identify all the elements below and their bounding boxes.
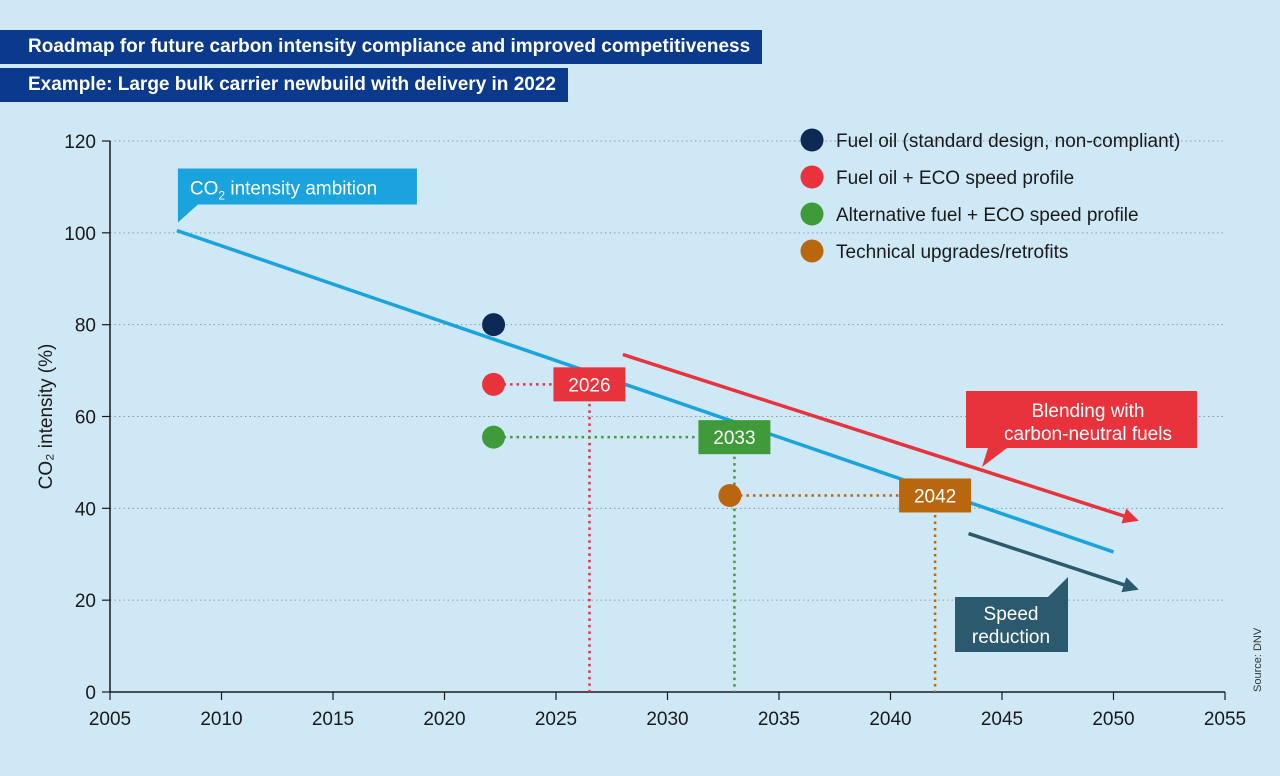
retrofits-year-label: 2042 — [914, 486, 956, 507]
x-tick-label: 2010 — [200, 709, 242, 730]
y-tick-label: 80 — [75, 316, 96, 337]
x-tick-label: 2040 — [869, 709, 911, 730]
chart-title-banner: Roadmap for future carbon intensity comp… — [0, 30, 763, 64]
legend-label: Alternative fuel + ECO speed profile — [836, 205, 1139, 226]
chart-subtitle: Example: Large bulk carrier newbuild wit… — [28, 74, 556, 95]
x-tick-label: 2055 — [1204, 709, 1246, 730]
source-note: Source: DNV — [1252, 627, 1264, 692]
chart-subtitle-banner: Example: Large bulk carrier newbuild wit… — [0, 68, 568, 102]
alt-fuel-eco-point — [482, 425, 506, 449]
fuel-oil-point — [482, 313, 506, 337]
y-tick-label: 60 — [75, 408, 96, 429]
speed-arrow — [968, 531, 1139, 593]
ambition-label: CO2 intensity ambition — [190, 179, 377, 203]
x-tick-label: 2045 — [981, 709, 1023, 730]
speed-label-line1: Speed — [984, 604, 1039, 625]
blending-callout — [966, 391, 1197, 467]
y-tick-label: 120 — [64, 132, 96, 153]
alt-fuel-eco-year-box — [698, 420, 771, 455]
x-tick-label: 2005 — [89, 709, 131, 730]
legend-marker — [800, 128, 824, 152]
chart-title: Roadmap for future carbon intensity comp… — [28, 36, 751, 57]
y-tick-label: 20 — [75, 591, 96, 612]
x-tick-label: 2035 — [758, 709, 800, 730]
legend-label: Fuel oil + ECO speed profile — [836, 168, 1074, 189]
ambition-callout — [177, 168, 417, 223]
y-tick-label: 0 — [85, 683, 96, 704]
y-tick-label: 100 — [64, 224, 96, 245]
ambition-label-sub: 2 — [218, 189, 225, 203]
fuel-oil-eco-year-label: 2026 — [568, 375, 610, 396]
fuel-oil-eco-point — [482, 372, 506, 396]
legend-label: Technical upgrades/retrofits — [836, 242, 1068, 263]
y-tick-label: 40 — [75, 499, 96, 520]
speed-label-line2: reduction — [972, 627, 1050, 648]
blending-arrow — [622, 352, 1139, 524]
x-tick-label: 2030 — [646, 709, 688, 730]
legend-marker — [800, 239, 824, 263]
alt-fuel-eco-year-label: 2033 — [713, 428, 755, 449]
x-tick-label: 2050 — [1092, 709, 1134, 730]
retrofits-year-box — [899, 478, 972, 513]
y-axis-label: CO₂ intensity (%) — [36, 344, 57, 490]
legend-marker — [800, 202, 824, 226]
legend-label: Fuel oil (standard design, non-compliant… — [836, 131, 1180, 152]
blending-label-line1: Blending with — [1031, 401, 1144, 422]
fuel-oil-eco-year-box — [553, 367, 626, 402]
blending-label-line2: carbon-neutral fuels — [1004, 424, 1172, 445]
x-tick-label: 2020 — [423, 709, 465, 730]
x-tick-label: 2025 — [535, 709, 577, 730]
speed-callout — [955, 577, 1068, 652]
retrofits-point — [718, 483, 742, 507]
ambition-label-rest: intensity ambition — [225, 179, 377, 200]
x-tick-label: 2015 — [312, 709, 354, 730]
legend-marker — [800, 165, 824, 189]
